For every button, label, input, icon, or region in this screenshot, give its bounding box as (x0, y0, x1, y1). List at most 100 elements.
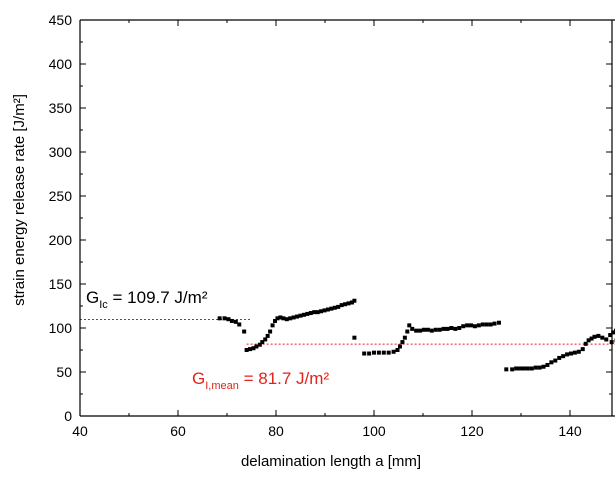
data-point (488, 322, 493, 327)
x-tick-label: 40 (72, 423, 88, 439)
data-point (233, 319, 238, 324)
y-tick-label: 50 (56, 364, 72, 380)
data-point (400, 340, 405, 345)
data-point (376, 350, 381, 355)
y-axis-label: strain energy release rate [J/m²] (11, 94, 28, 306)
data-point (407, 323, 412, 328)
data-point (372, 350, 376, 355)
data-point (600, 335, 605, 340)
data-point (386, 350, 391, 355)
data-point (288, 316, 293, 321)
data-point (561, 354, 566, 359)
data-point (248, 347, 253, 352)
data-point (346, 301, 351, 306)
x-tick-label: 60 (170, 423, 186, 439)
data-point (583, 341, 588, 346)
data-point (433, 327, 438, 332)
data-point (453, 326, 458, 331)
data-point (352, 335, 357, 340)
y-tick-label: 300 (49, 144, 73, 160)
mean-annotation: GI,mean = 81.7 J/m² (192, 369, 329, 392)
data-point (541, 364, 546, 369)
data-point (518, 366, 523, 371)
y-tick-label: 450 (49, 12, 73, 28)
data-point (572, 350, 577, 355)
data-point (367, 351, 372, 356)
data-point (226, 317, 231, 322)
data-point (349, 300, 354, 305)
glc-annotation-main: G (86, 288, 99, 307)
data-point (325, 307, 330, 312)
x-tick-label: 100 (362, 423, 386, 439)
data-point (576, 349, 581, 354)
data-point (237, 322, 242, 327)
data-point (343, 302, 348, 307)
data-point (251, 346, 256, 351)
data-point (568, 351, 573, 356)
data-point (545, 362, 550, 367)
data-point (537, 365, 542, 370)
data-point (332, 305, 337, 310)
data-point (278, 315, 283, 320)
y-tick-label: 250 (49, 188, 73, 204)
glc-annotation-sub: Ic (99, 299, 108, 311)
data-point (352, 298, 357, 303)
x-tick-label: 80 (268, 423, 284, 439)
x-tick-label: 140 (558, 423, 582, 439)
data-point (336, 304, 341, 309)
data-point (469, 323, 474, 328)
mean-annotation-sub: I,mean (205, 380, 239, 392)
data-point (449, 326, 454, 330)
data-point (457, 326, 462, 330)
data-point (425, 327, 430, 332)
data-point (437, 327, 442, 332)
glc-annotation: GIc = 109.7 J/m² (86, 288, 208, 311)
data-point (397, 344, 402, 349)
data-point (418, 328, 423, 333)
data-point (480, 322, 485, 327)
y-tick-label: 400 (49, 56, 73, 72)
data-point (268, 329, 273, 334)
data-point (589, 336, 594, 341)
data-point (284, 317, 289, 322)
data-point (461, 324, 466, 329)
data-point (429, 328, 434, 333)
data-point (586, 338, 591, 343)
data-point (608, 333, 613, 338)
data-point (295, 314, 300, 319)
data-point (381, 350, 386, 355)
data-point (496, 320, 501, 325)
data-point (529, 366, 534, 371)
data-point (391, 349, 396, 354)
data-point (421, 327, 426, 332)
data-point (270, 323, 275, 328)
y-tick-label: 100 (49, 320, 73, 336)
mean-annotation-rest: = 81.7 J/m² (239, 369, 330, 388)
data-point (265, 333, 270, 338)
data-point (611, 330, 615, 335)
data-point (472, 324, 477, 329)
data-point (549, 360, 554, 365)
data-point (410, 326, 415, 331)
data-point (414, 328, 419, 333)
data-point (217, 316, 222, 321)
data-point (260, 340, 265, 345)
data-point (565, 352, 570, 357)
data-point (521, 366, 526, 371)
data-point (275, 316, 280, 321)
data-point (596, 333, 601, 338)
data-point (525, 366, 530, 371)
data-point (395, 348, 400, 352)
data-point (291, 315, 296, 320)
data-point (557, 355, 562, 360)
data-point (580, 347, 585, 352)
data-point (263, 337, 268, 342)
data-point (339, 303, 344, 308)
data-point (465, 323, 470, 328)
data-point (254, 344, 259, 349)
data-point (257, 342, 262, 347)
data-point (402, 335, 407, 340)
data-point (319, 309, 324, 314)
data-point (301, 312, 306, 317)
data-point (322, 308, 327, 313)
